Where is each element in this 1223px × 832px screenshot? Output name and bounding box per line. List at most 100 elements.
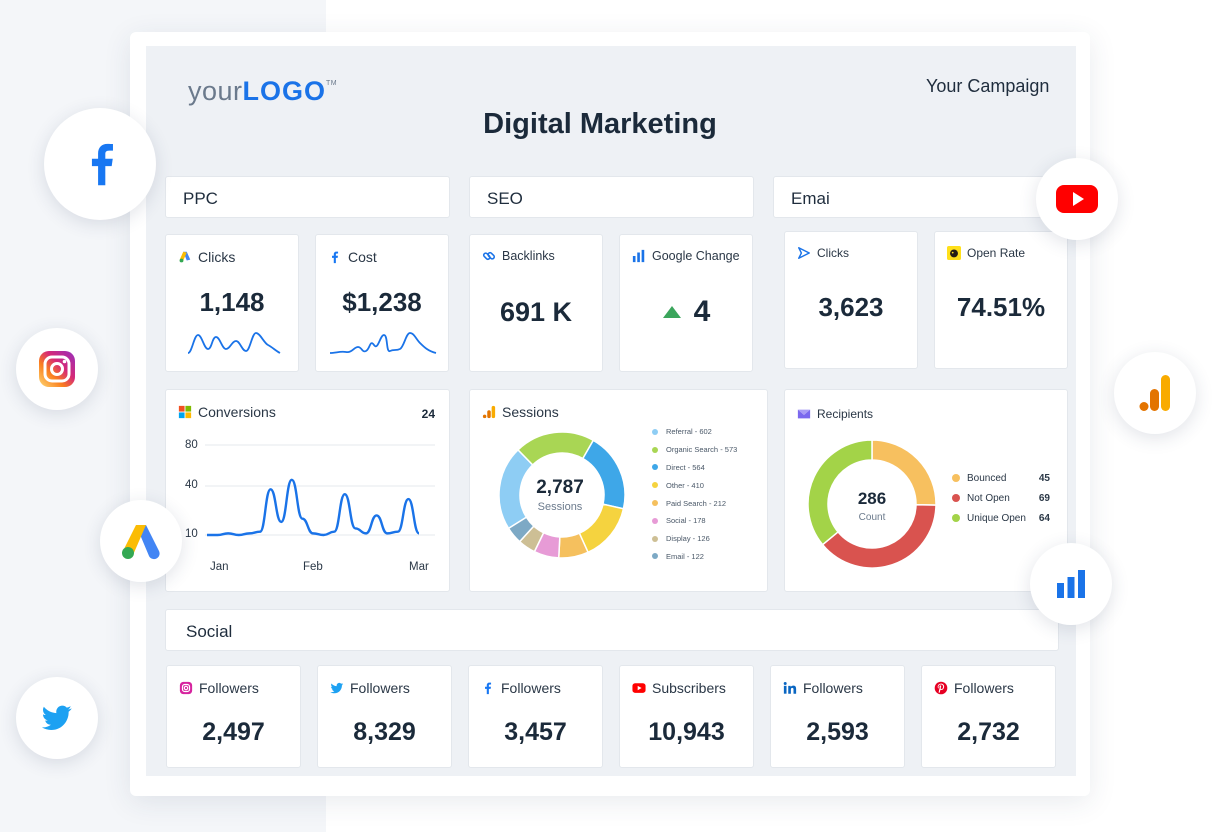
legend-item: Email - 122 <box>652 548 737 566</box>
legend-item: Paid Search - 212 <box>652 494 737 512</box>
x-tick-label: Jan <box>210 561 229 573</box>
email-clicks-card[interactable]: Clicks 3,623 <box>784 231 918 369</box>
legend-swatch <box>652 553 658 560</box>
y-tick-label: 10 <box>185 528 198 540</box>
seo-google-change-value-row: 4 <box>620 295 752 329</box>
y-tick-label: 40 <box>185 479 198 491</box>
email-open-rate-label-row: Open Rate <box>947 246 1025 260</box>
bar-chart-bubble <box>1030 543 1112 625</box>
social-card-value: 2,732 <box>957 718 1020 746</box>
ppc-clicks-card[interactable]: Clicks 1,148 <box>165 234 299 372</box>
google-analytics-icon <box>482 405 496 419</box>
legend-item: Unique Open 64 <box>952 508 1050 528</box>
conversions-line-chart <box>205 444 435 537</box>
recipients-total: 286 <box>857 489 887 508</box>
legend-label: Organic Search - 573 <box>666 445 738 455</box>
legend-swatch <box>652 517 658 524</box>
legend-item: Organic Search - 573 <box>652 441 737 459</box>
google-analytics-icon <box>1139 375 1170 411</box>
ppc-cost-label-row: Cost <box>328 249 377 265</box>
legend-label: Email - 122 <box>666 551 704 561</box>
ppc-cost-card[interactable]: Cost $1,238 <box>315 234 449 372</box>
legend-swatch <box>652 500 658 507</box>
social-card-youtube[interactable]: Subscribers 10,943 <box>619 665 754 768</box>
social-card-facebook[interactable]: Followers 3,457 <box>468 665 603 768</box>
pinterest-icon <box>934 681 948 695</box>
linkedin-icon <box>783 681 797 694</box>
sessions-total: 2,787 <box>536 477 584 498</box>
legend-label: Paid Search - 212 <box>666 498 727 508</box>
google-ads-bubble <box>100 500 182 582</box>
sessions-label-row: Sessions <box>482 404 559 420</box>
google-ads-icon <box>122 525 160 560</box>
brand-logo: yourLOGOTM <box>188 76 338 106</box>
legend-label: Bounced <box>967 472 1007 484</box>
recipients-donut-chart <box>807 439 937 569</box>
facebook-icon <box>332 251 339 264</box>
legend-label: Referral - 602 <box>666 427 712 437</box>
sessions-slice <box>507 516 535 543</box>
section-ppc: PPC <box>165 176 450 218</box>
email-clicks-value: 3,623 <box>818 292 884 322</box>
email-open-rate-card[interactable]: Open Rate 74.51% <box>934 231 1068 369</box>
recipients-slice <box>807 439 873 546</box>
twitter-bubble <box>16 677 98 759</box>
legend-label: Not Open <box>967 492 1010 504</box>
legend-label: Direct - 564 <box>666 462 705 472</box>
x-tick-label: Feb <box>303 561 323 573</box>
legend-item: Referral - 602 <box>652 423 737 441</box>
trend-up-icon <box>662 306 681 318</box>
sessions-donut-chart <box>498 431 626 559</box>
social-card-value: 2,593 <box>806 718 869 746</box>
sessions-slice <box>516 431 595 466</box>
conversions-total: 24 <box>421 407 435 421</box>
section-social: Social <box>165 609 1059 651</box>
social-card-instagram[interactable]: Followers 2,497 <box>166 665 301 768</box>
ppc-clicks-label-row: Clicks <box>178 249 235 265</box>
legend-item: Other - 410 <box>652 476 737 494</box>
conversions-label-row: Conversions <box>178 404 276 420</box>
legend-swatch <box>652 535 658 542</box>
legend-item: Not Open 69 <box>952 488 1050 508</box>
social-card-value: 8,329 <box>353 718 416 746</box>
social-card-label-row: Followers <box>481 680 561 696</box>
section-email: Emai <box>773 176 1058 218</box>
email-open-rate-value: 74.51% <box>956 292 1046 322</box>
conversions-series-line <box>206 478 421 537</box>
seo-google-change-card[interactable]: Google Change 4 <box>619 234 753 372</box>
seo-backlinks-card[interactable]: Backlinks 691 K <box>469 234 603 372</box>
legend-item: Social - 178 <box>652 512 737 530</box>
social-card-label-row: Followers <box>330 680 410 696</box>
conversions-card[interactable]: Conversions 24 <box>165 389 450 592</box>
google-analytics-bubble <box>1114 352 1196 434</box>
social-card-label-row: Followers <box>934 680 1014 696</box>
legend-swatch <box>952 474 960 482</box>
recipients-label-row: Recipients <box>797 407 873 421</box>
twitter-icon <box>42 705 72 730</box>
legend-label: Unique Open <box>967 512 1026 524</box>
youtube-bubble <box>1036 158 1118 240</box>
legend-item: Bounced 45 <box>952 468 1050 488</box>
social-card-twitter[interactable]: Followers 8,329 <box>317 665 452 768</box>
bar-chart-icon <box>1057 570 1085 598</box>
ppc-clicks-sparkline <box>187 332 281 354</box>
legend-swatch <box>952 494 960 502</box>
link-icon <box>482 251 496 261</box>
legend-swatch <box>952 514 960 522</box>
google-ads-icon <box>179 251 191 263</box>
social-card-label-row: Subscribers <box>632 680 726 696</box>
social-card-linkedin[interactable]: Followers 2,593 <box>770 665 905 768</box>
instagram-icon <box>179 681 193 695</box>
mail-icon <box>797 409 811 419</box>
y-tick-label: 80 <box>185 439 198 451</box>
instagram-icon <box>39 351 75 387</box>
seo-backlinks-label-row: Backlinks <box>482 249 555 263</box>
twitter-icon <box>330 682 344 694</box>
legend-label: Other - 410 <box>666 480 704 490</box>
ppc-cost-sparkline <box>329 332 437 354</box>
facebook-icon <box>91 143 113 186</box>
windows-icon <box>178 405 192 419</box>
legend-label: Social - 178 <box>666 516 706 526</box>
social-card-pinterest[interactable]: Followers 2,732 <box>921 665 1056 768</box>
bar-chart-icon <box>632 249 645 263</box>
